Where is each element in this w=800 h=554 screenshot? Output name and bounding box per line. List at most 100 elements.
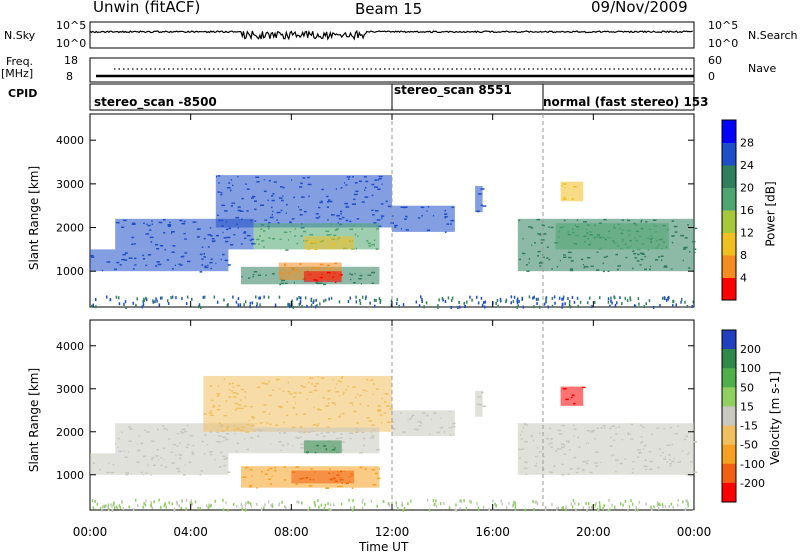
data-cell-0-11: [616, 245, 620, 247]
ground-scatter-cell: [681, 297, 683, 301]
data-cell-1-0: [178, 453, 180, 455]
data-cell-0-1: [230, 244, 234, 246]
ground-scatter-cell: [165, 505, 167, 509]
velocity-colorbar-color-step: [722, 425, 736, 446]
ground-scatter-cell: [191, 502, 193, 506]
data-cell-0-12: [562, 198, 567, 200]
data-cell-1-10: [562, 388, 567, 390]
data-cell-0-2: [304, 210, 307, 213]
ground-scatter-cell: [111, 504, 113, 508]
data-cell-0-1: [164, 248, 167, 251]
ground-scatter-cell: [359, 301, 362, 305]
ground-scatter-cell: [657, 507, 660, 510]
data-cell-0-11: [637, 248, 641, 251]
data-cell-0-10: [542, 233, 547, 235]
data-cell-1-9: [553, 465, 556, 467]
data-cell-0-10: [522, 238, 524, 240]
data-cell-1-9: [645, 468, 648, 471]
data-cell-0-2: [371, 183, 375, 186]
data-cell-0-2: [246, 210, 249, 212]
data-cell-1-4: [325, 448, 327, 450]
ground-scatter-cell: [298, 296, 300, 299]
ground-scatter-cell: [310, 299, 312, 303]
data-cell-0-2: [271, 199, 275, 202]
data-cell-1-0: [124, 456, 128, 458]
ground-scatter-cell: [677, 498, 679, 502]
ground-scatter-cell: [102, 505, 104, 509]
data-cell-1-2: [306, 398, 308, 400]
ground-scatter-cell: [594, 300, 596, 304]
ground-scatter-cell: [497, 304, 499, 308]
velocity-colorbar-tick: 100: [740, 362, 761, 375]
ground-scatter-cell: [255, 295, 257, 299]
data-cell-0-11: [653, 223, 655, 226]
data-cell-1-0: [214, 458, 216, 461]
data-cell-1-1: [216, 431, 219, 433]
ground-scatter-cell: [167, 302, 170, 306]
data-cell-1-7: [408, 418, 412, 420]
data-cell-1-2: [338, 416, 341, 418]
data-cell-0-10: [551, 268, 553, 270]
data-cell-0-0: [124, 252, 128, 254]
ground-scatter-cell: [505, 298, 508, 302]
data-cell-0-3: [330, 233, 332, 236]
velocity-colorbar-color-step: [722, 463, 736, 484]
data-cell-0-9: [480, 188, 485, 190]
ground-scatter-cell: [480, 296, 483, 300]
ground-scatter-cell: [249, 502, 252, 506]
data-cell-0-0: [113, 268, 117, 271]
ground-scatter-cell: [544, 508, 547, 512]
data-cell-1-3: [361, 431, 365, 434]
data-cell-1-3: [279, 432, 281, 434]
data-cell-0-1: [151, 220, 153, 222]
data-cell-0-2: [237, 209, 241, 212]
ground-scatter-cell: [200, 306, 202, 310]
data-cell-1-3: [375, 449, 380, 451]
data-cell-1-7: [449, 410, 451, 413]
data-cell-1-1: [143, 429, 146, 432]
ground-scatter-cell: [599, 296, 601, 300]
ground-scatter-cell: [197, 506, 199, 510]
data-cell-1-9: [619, 462, 623, 465]
data-cell-1-7: [415, 428, 419, 431]
ground-scatter-cell: [256, 302, 258, 306]
ground-scatter-cell: [110, 503, 112, 507]
ground-scatter-cell: [437, 304, 439, 308]
data-cell-1-9: [549, 427, 552, 430]
ground-scatter-cell: [241, 507, 244, 511]
data-cell-1-2: [261, 382, 265, 384]
ground-scatter-cell: [557, 506, 559, 510]
ground-scatter-cell: [633, 304, 636, 308]
data-cell-0-11: [629, 245, 632, 247]
data-cell-0-2: [380, 203, 384, 205]
ground-scatter-cell: [599, 504, 601, 508]
data-cell-0-0: [142, 258, 146, 260]
data-cell-1-9: [659, 454, 662, 457]
data-cell-0-8: [394, 226, 397, 228]
data-cell-1-9: [556, 448, 560, 450]
data-cell-0-0: [210, 258, 213, 260]
data-cell-1-1: [191, 451, 194, 454]
ground-scatter-cell: [296, 500, 298, 504]
data-cell-1-9: [658, 448, 662, 450]
data-cell-0-10: [583, 266, 586, 269]
data-cell-0-10: [546, 246, 549, 248]
ground-scatter-cell: [553, 295, 556, 299]
data-cell-0-10: [640, 258, 644, 261]
data-cell-0-1: [169, 221, 171, 224]
ground-scatter-cell: [505, 505, 508, 509]
data-cell-1-1: [127, 451, 130, 453]
data-cell-1-2: [387, 421, 391, 423]
data-cell-1-9: [600, 427, 604, 429]
data-cell-0-3: [325, 230, 330, 232]
data-cell-0-0: [134, 257, 137, 260]
data-cell-1-1: [223, 440, 225, 443]
nsearch-tick-high: 10^5: [708, 19, 739, 32]
ground-scatter-cell: [291, 302, 293, 306]
power-colorbar-color-step: [722, 232, 736, 256]
data-cell-1-5: [295, 483, 299, 485]
data-cell-1-3: [278, 441, 282, 443]
data-cell-0-10: [644, 255, 647, 258]
data-cell-0-2: [230, 179, 233, 181]
data-cell-1-1: [183, 430, 187, 433]
